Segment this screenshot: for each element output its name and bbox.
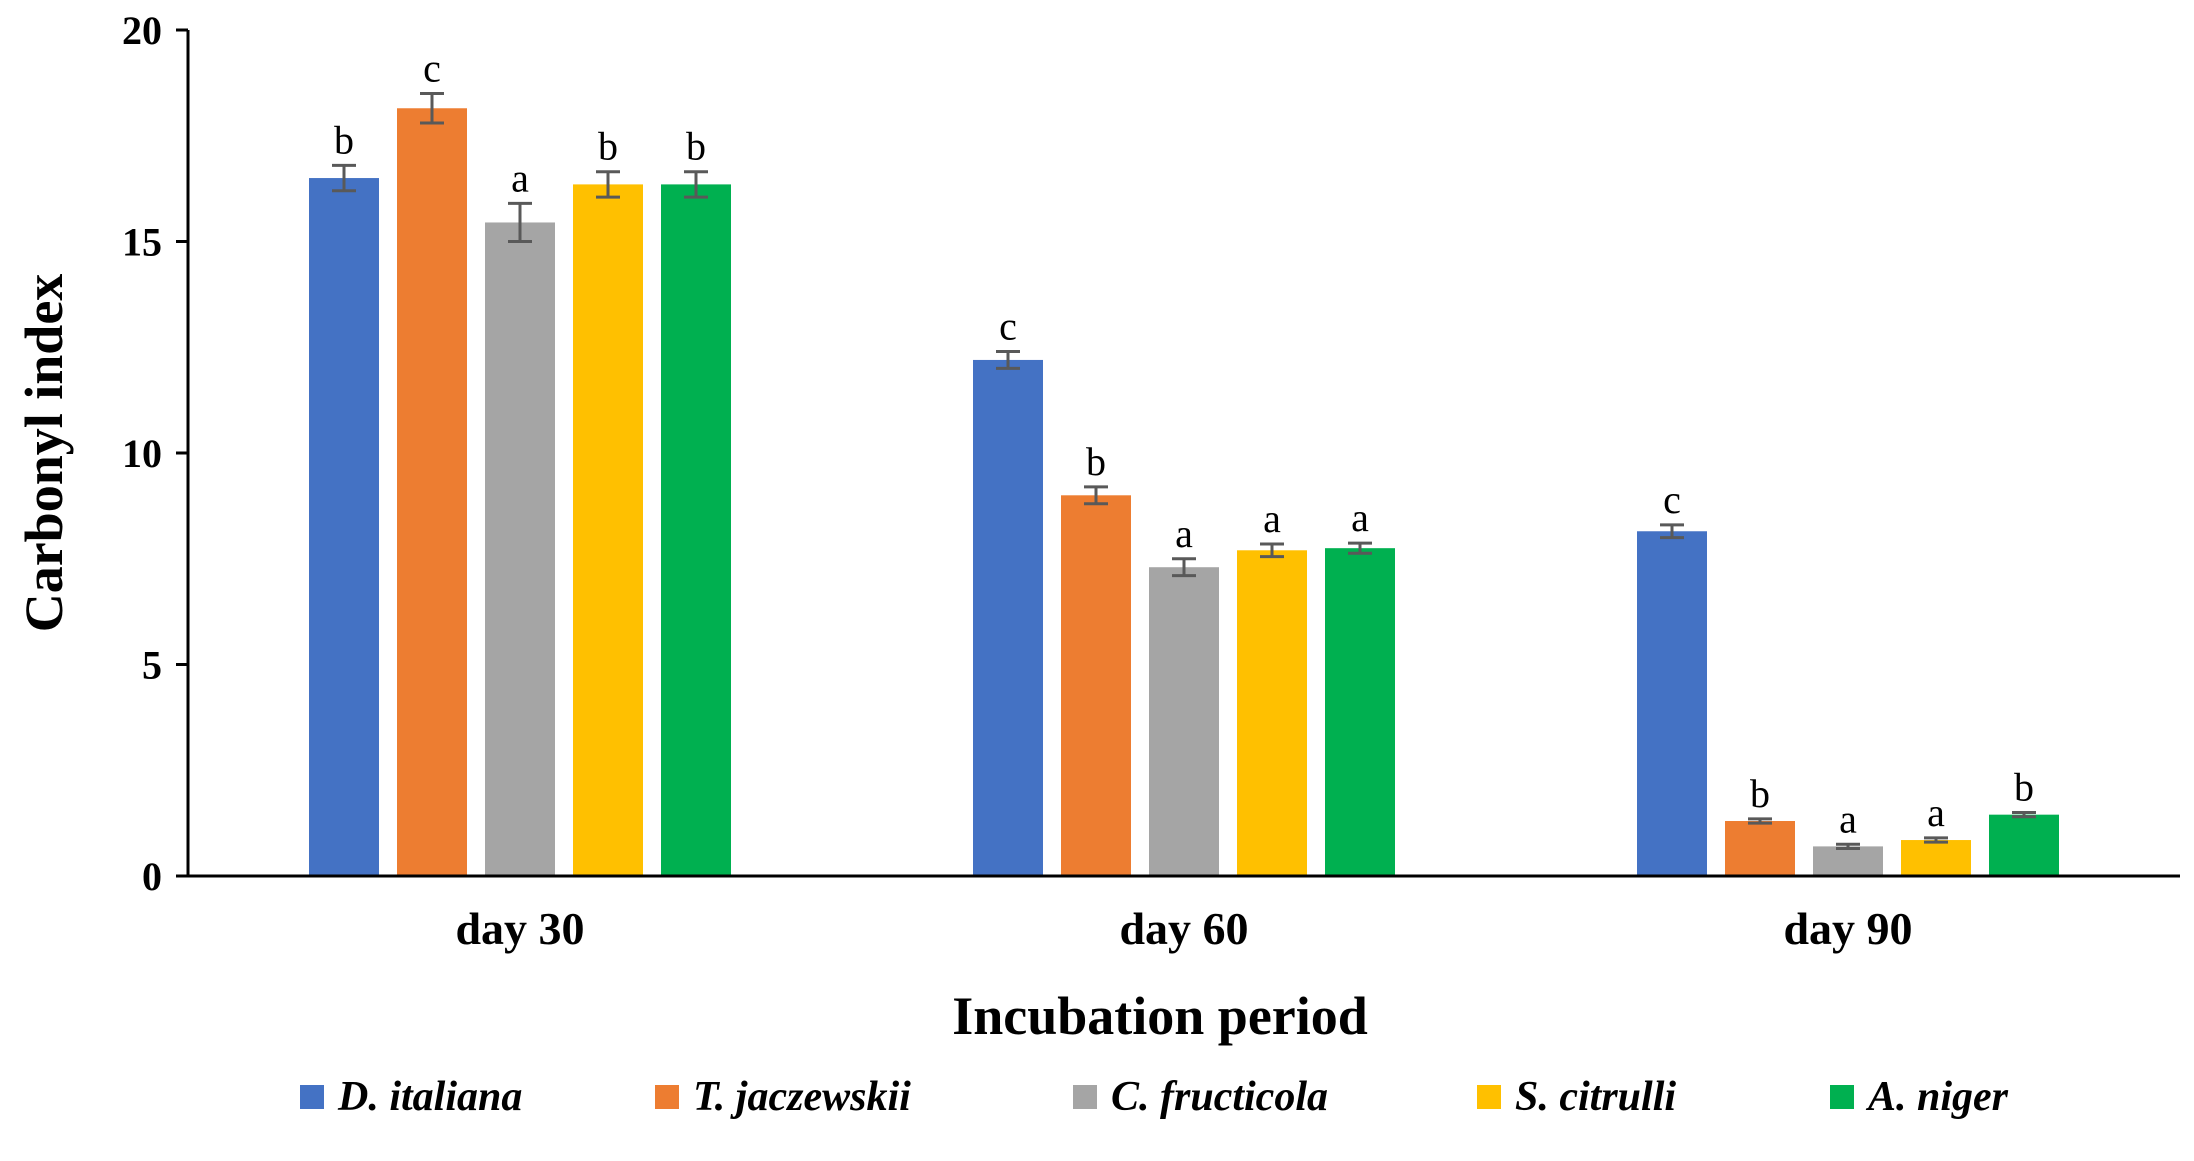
y-tick-label: 5 [142,643,162,688]
error-bars [332,91,2036,851]
significance-label: b [1750,771,1770,816]
legend-label: T. jaczewskii [693,1074,911,1120]
bar [485,222,555,877]
legend-swatch [655,1085,679,1109]
significance-label: c [423,45,441,90]
significance-label: a [1175,511,1193,556]
x-tick-label: day 30 [455,903,584,954]
legend: D. italiana T. jaczewskii C. fructicola S. … [300,1074,2009,1120]
significance-labels: b c a b b c b a a a c b a a b [334,45,2034,841]
significance-label: a [511,155,529,200]
y-tick-label: 15 [122,220,162,265]
significance-label: b [686,124,706,169]
significance-label: b [598,124,618,169]
bar [1725,821,1795,876]
significance-label: a [1263,496,1281,541]
bar [397,108,467,876]
bar [1237,550,1307,876]
bar [661,184,731,876]
x-tick-label: day 90 [1783,903,1912,954]
legend-swatch [1477,1085,1501,1109]
bar [573,184,643,876]
bar [1813,846,1883,876]
significance-label: c [1663,477,1681,522]
y-tick-label: 20 [122,8,162,53]
legend-label: A. niger [1865,1074,2009,1120]
significance-label: c [999,303,1017,348]
x-axis-labels: day 30 day 60 day 90 [455,903,1912,954]
bar [1149,567,1219,876]
legend-label: S. citrulli [1515,1074,1676,1120]
legend-label: D. italiana [337,1074,522,1120]
bar [309,178,379,877]
bar [1989,814,2059,876]
legend-swatch [300,1085,324,1109]
bar [1637,531,1707,876]
significance-label: b [2014,765,2034,810]
bar [1901,840,1971,876]
y-axis-ticks: 0 5 10 15 20 [122,8,188,899]
x-axis-title: Incubation period [952,986,1368,1046]
significance-label: b [1086,439,1106,484]
significance-label: a [1927,790,1945,835]
legend-swatch [1073,1085,1097,1109]
bar [1325,548,1395,876]
significance-label: b [334,117,354,162]
y-tick-label: 10 [122,431,162,476]
legend-label: C. fructicola [1111,1074,1328,1120]
bar [973,359,1043,876]
significance-label: a [1839,796,1857,841]
y-tick-label: 0 [142,854,162,899]
x-tick-label: day 60 [1119,903,1248,954]
bars [309,108,2059,877]
significance-label: a [1351,495,1369,540]
legend-swatch [1830,1085,1854,1109]
bar [1061,495,1131,876]
y-axis-title: Carbonyl index [14,274,74,633]
